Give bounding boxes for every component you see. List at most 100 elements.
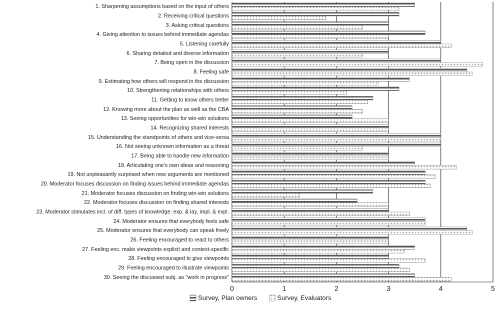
bar bbox=[231, 221, 426, 226]
bar bbox=[231, 267, 410, 272]
y-tick-label: 14. Recognizing shared interests bbox=[150, 125, 229, 131]
bar bbox=[231, 202, 389, 207]
y-tick-label: 19. Not unpleasantly surprised when new … bbox=[67, 172, 229, 178]
bar bbox=[231, 155, 389, 160]
bar bbox=[231, 183, 431, 188]
bar bbox=[231, 198, 358, 203]
bar bbox=[231, 53, 363, 58]
y-tick-label: 17. Being able to handle new information bbox=[131, 153, 229, 159]
bar bbox=[231, 68, 468, 73]
y-tick-label: 18. Articulating one's own ideas and rea… bbox=[118, 163, 229, 169]
y-tick-label: 13. Seeing opportunities for win-win sol… bbox=[121, 116, 229, 122]
bar bbox=[231, 99, 368, 104]
y-tick-label: 23. Moderator stimulates incl. of diff. … bbox=[36, 209, 229, 215]
bar bbox=[231, 165, 457, 170]
y-tick-label: 8. Feeling safe bbox=[194, 69, 229, 75]
bar bbox=[231, 133, 441, 138]
bar bbox=[231, 161, 415, 166]
bar bbox=[231, 193, 301, 198]
bar bbox=[231, 208, 389, 213]
bar bbox=[231, 273, 415, 278]
x-tick-label: 0 bbox=[230, 286, 234, 293]
bar bbox=[231, 264, 400, 269]
bar bbox=[231, 81, 379, 86]
bar bbox=[231, 49, 389, 54]
y-tick-label: 20. Moderator focuses discussion on find… bbox=[41, 181, 229, 187]
legend-swatch bbox=[189, 294, 197, 302]
bar bbox=[231, 236, 389, 241]
y-tick-label: 30. Seeing the discussed subj. as "work … bbox=[104, 275, 229, 281]
y-tick-label: 7. Being open in the discussion bbox=[154, 60, 229, 66]
x-tick-label: 1 bbox=[282, 286, 286, 293]
bar bbox=[231, 118, 389, 123]
bar bbox=[231, 137, 441, 142]
bar bbox=[231, 77, 410, 82]
x-tick-label: 3 bbox=[387, 286, 391, 293]
bar bbox=[231, 105, 353, 110]
y-tick-label: 12. Knowing more about the plan as well … bbox=[103, 107, 229, 113]
bar bbox=[231, 239, 389, 244]
y-tick-label: 22. Moderator focuses discussion on find… bbox=[84, 200, 229, 206]
bar bbox=[231, 58, 441, 63]
bar bbox=[231, 142, 441, 147]
bar bbox=[231, 146, 363, 151]
bar bbox=[231, 25, 363, 30]
y-tick-label: 5. Listening carefully bbox=[180, 41, 229, 47]
bar bbox=[231, 152, 389, 157]
y-tick-label: 10. Strengthening relationships with oth… bbox=[127, 88, 229, 94]
y-tick-label: 29. Feeling encouraged to illustrate vie… bbox=[118, 265, 229, 271]
y-tick-label: 3. Asking critical questions bbox=[166, 23, 230, 29]
y-tick-label: 16. Not seeing unknown information as a … bbox=[116, 144, 229, 150]
y-tick-label: 21. Moderator focuses discussion on find… bbox=[82, 191, 230, 197]
y-tick-label: 25. Moderator ensures that everybody can… bbox=[97, 228, 229, 234]
bar bbox=[231, 6, 400, 11]
bar bbox=[231, 249, 405, 254]
bar bbox=[231, 114, 353, 119]
y-tick-label: 4. Giving attention to issues behind imm… bbox=[97, 32, 230, 38]
bar bbox=[231, 170, 426, 175]
y-tick-label: 26. Feeling encouraged to react to other… bbox=[130, 237, 229, 243]
bar bbox=[231, 217, 426, 222]
bar bbox=[231, 230, 473, 235]
y-tick-label: 11. Getting to know others better bbox=[151, 97, 229, 103]
y-tick-label: 6. Sharing detailed and diverse informat… bbox=[127, 51, 230, 57]
bar bbox=[231, 96, 374, 101]
bar bbox=[231, 277, 452, 282]
bar bbox=[231, 15, 327, 20]
y-tick-label: 2. Receiving critical questions bbox=[158, 13, 229, 19]
bar bbox=[231, 90, 347, 95]
bar bbox=[231, 124, 389, 129]
bar bbox=[231, 109, 363, 114]
y-tick-label: 27. Feeling enc. make viewpoints explici… bbox=[82, 247, 229, 253]
bar bbox=[231, 12, 400, 17]
bar bbox=[231, 174, 436, 179]
bar bbox=[231, 40, 441, 45]
bar bbox=[231, 254, 389, 259]
bar bbox=[231, 71, 473, 76]
x-tick-label: 4 bbox=[439, 286, 443, 293]
x-tick-label: 5 bbox=[491, 286, 495, 293]
bar bbox=[231, 30, 426, 35]
x-tick-label: 2 bbox=[334, 286, 338, 293]
bar bbox=[231, 34, 389, 39]
bar bbox=[231, 2, 415, 7]
legend-swatch bbox=[268, 294, 276, 302]
bar bbox=[231, 43, 452, 48]
bar bbox=[231, 21, 389, 26]
bar bbox=[231, 127, 389, 132]
y-tick-label: 28. Feeling encouraged to give viewpoint… bbox=[128, 256, 229, 262]
bar bbox=[231, 211, 410, 216]
bar bbox=[231, 189, 374, 194]
bar bbox=[231, 62, 483, 67]
legend-label: Survey, Plan owners bbox=[198, 295, 258, 302]
bar bbox=[231, 180, 426, 185]
y-tick-label: 24. Moderator ensures that everybody fee… bbox=[113, 219, 229, 225]
legend-label: Survey, Evaluators bbox=[277, 295, 332, 302]
bar bbox=[231, 258, 426, 263]
bar bbox=[231, 226, 468, 231]
y-tick-label: 1. Sharpening assumptions based on the i… bbox=[95, 4, 229, 10]
bar bbox=[231, 245, 415, 250]
bar bbox=[231, 86, 400, 91]
